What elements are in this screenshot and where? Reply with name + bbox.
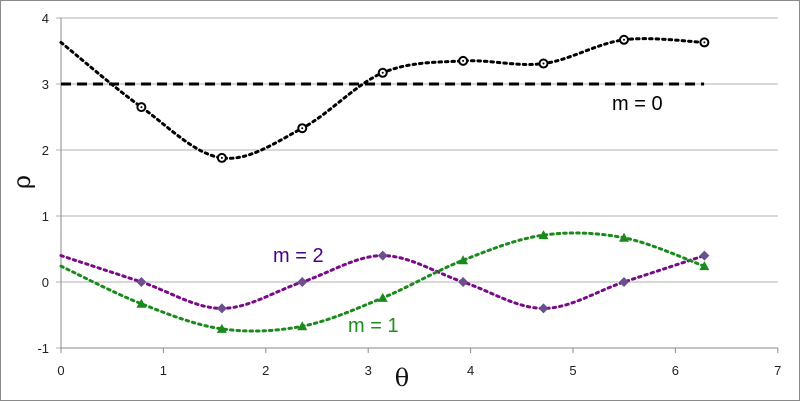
- marker-diamond: [136, 277, 147, 287]
- marker-triangle: [377, 292, 388, 302]
- tick-labels: -1 0 1 2 3 4 0 1 2 3 4 5 6 7: [37, 11, 781, 378]
- y-tick-label: -1: [37, 341, 49, 356]
- x-tick-label: 3: [365, 363, 372, 378]
- label-m0: m = 0: [612, 93, 663, 115]
- y-axis-title: ρ: [8, 175, 36, 189]
- x-tick-label: 5: [569, 363, 576, 378]
- marker-triangle: [297, 321, 308, 331]
- marker-diamond: [699, 250, 710, 261]
- y-tick-label: 3: [42, 77, 49, 92]
- marker-diamond: [538, 303, 549, 314]
- series-markers: [136, 34, 710, 333]
- gridlines: [56, 17, 778, 349]
- marker-diamond: [216, 303, 227, 314]
- label-m1: m = 1: [348, 315, 399, 337]
- y-tick-label: 4: [42, 11, 49, 26]
- marker-diamond: [297, 277, 308, 287]
- marker-diamond: [618, 277, 629, 287]
- marker-triangle: [136, 298, 147, 308]
- x-tick-label: 1: [160, 363, 167, 378]
- marker-triangle: [618, 232, 629, 242]
- y-tick-label: 0: [42, 275, 49, 290]
- x-tick-label: 2: [262, 363, 269, 378]
- y-tick-label: 1: [42, 209, 49, 224]
- x-tick-label: 0: [57, 363, 64, 378]
- series-line: [59, 37, 706, 160]
- label-m2: m = 2: [273, 245, 324, 267]
- marker-triangle: [216, 323, 227, 333]
- x-tick-label: 7: [774, 363, 781, 378]
- marker-diamond: [458, 277, 469, 287]
- x-tick-label: 4: [467, 363, 474, 378]
- marker-diamond: [377, 250, 388, 261]
- axes: [60, 18, 779, 353]
- marker-triangle: [458, 255, 469, 265]
- marker-triangle: [699, 261, 710, 271]
- marker-triangle: [538, 230, 549, 240]
- x-axis-title: θ: [395, 364, 409, 392]
- y-tick-label: 2: [42, 143, 49, 158]
- x-tick-label: 6: [672, 363, 679, 378]
